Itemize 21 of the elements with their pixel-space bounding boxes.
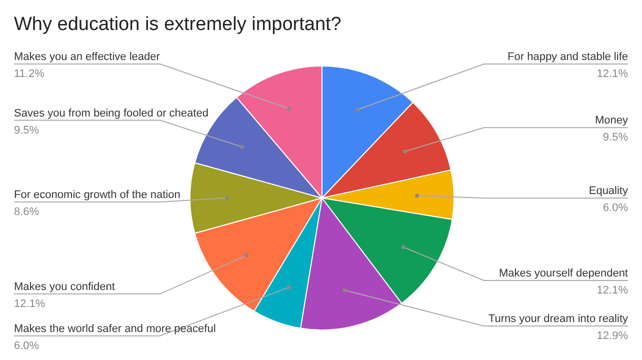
slice-label: Makes you an effective leader [14, 51, 160, 63]
data-label: 12.1% [596, 68, 628, 80]
data-label: 9.5% [602, 132, 628, 144]
slice-label: For economic growth of the nation [14, 189, 180, 201]
slice-label: Makes you confident [14, 280, 115, 293]
data-label: 6.0% [602, 202, 628, 214]
chart-title: Why education is extremely important? [14, 14, 342, 35]
slice-label: Money [594, 114, 628, 127]
data-label: 12.1% [596, 284, 628, 296]
slice-label: Saves you from being fooled or cheated [14, 107, 208, 120]
data-label: 9.5% [14, 124, 40, 136]
data-label: 6.0% [14, 340, 40, 352]
data-label: 11.2% [14, 68, 45, 80]
slice-label: For happy and stable life [508, 51, 628, 63]
slice-label: Makes the world safer and more peaceful [14, 322, 216, 335]
slice-label: Turns your dream into reality [488, 313, 628, 325]
data-label: 12.1% [14, 298, 46, 310]
slice-label: Makes yourself dependent [498, 268, 628, 280]
data-label: 12.9% [596, 330, 628, 342]
data-label: 8.6% [14, 206, 40, 218]
slice-label: Equality [588, 185, 628, 198]
